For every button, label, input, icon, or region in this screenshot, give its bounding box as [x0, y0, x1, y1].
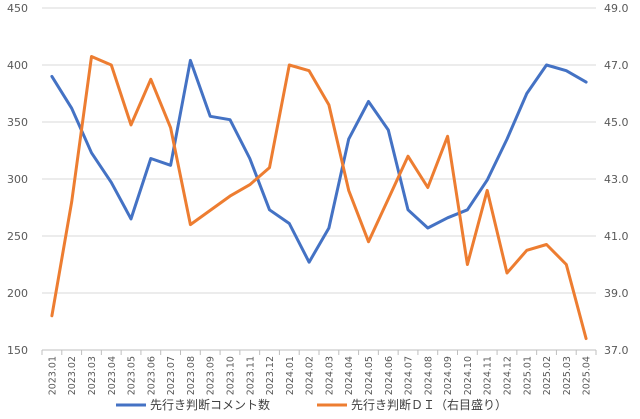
x-tick-label: 2025.02: [542, 356, 553, 395]
x-tick-label: 2023.08: [186, 356, 197, 395]
x-tick-label: 2023.11: [245, 356, 256, 395]
left-tick-label: 200: [7, 287, 28, 300]
left-tick-label: 450: [7, 2, 28, 15]
x-tick-label: 2024.03: [324, 356, 335, 395]
x-tick-label: 2023.03: [87, 356, 98, 395]
x-tick-label: 2024.07: [404, 356, 415, 395]
left-tick-label: 350: [7, 116, 28, 129]
right-tick-label: 43.0: [604, 173, 629, 186]
right-tick-label: 41.0: [604, 230, 629, 243]
legend-label-comments: 先行き判断コメント数: [150, 397, 270, 412]
left-tick-label: 150: [7, 344, 28, 357]
right-tick-label: 39.0: [604, 287, 629, 300]
x-tick-label: 2025.01: [522, 356, 533, 395]
left-axis-ticks: 150 200 250 300 350 400 450: [7, 2, 28, 357]
right-tick-label: 37.0: [604, 344, 629, 357]
series-lines: [50, 55, 588, 341]
x-tick-label: 2023.12: [265, 356, 276, 395]
x-tick-label: 2023.10: [225, 356, 236, 395]
legend-label-di: 先行き判断ＤＩ（右目盛り）: [351, 397, 507, 412]
legend: 先行き判断コメント数 先行き判断ＤＩ（右目盛り）: [116, 397, 507, 412]
left-tick-label: 300: [7, 173, 28, 186]
x-tick-label: 2023.09: [206, 356, 217, 395]
x-tick-label: 2025.04: [582, 356, 593, 395]
left-tick-label: 250: [7, 230, 28, 243]
x-tick-label: 2024.12: [502, 356, 513, 395]
x-tick-label: 2024.08: [423, 356, 434, 395]
gridlines: [42, 7, 596, 351]
x-tick-label: 2024.09: [443, 356, 454, 395]
x-axis-ticks: 2023.01 2023.02 2023.03 2023.04 2023.05 2023.…: [41, 349, 597, 395]
x-tick-label: 2024.10: [463, 356, 474, 395]
x-tick-label: 2024.02: [305, 356, 316, 395]
right-axis-ticks: 37.0 39.0 41.0 43.0 45.0 47.0 49.0: [604, 2, 629, 357]
x-tick-label: 2024.04: [344, 356, 355, 395]
right-tick-label: 45.0: [604, 116, 629, 129]
x-tick-label: 2024.11: [483, 356, 494, 395]
right-tick-label: 49.0: [604, 2, 629, 15]
x-tick-label: 2024.05: [364, 356, 375, 395]
x-tick-label: 2023.06: [146, 356, 157, 395]
x-tick-label: 2023.01: [47, 356, 58, 395]
x-tick-label: 2023.02: [67, 356, 78, 395]
x-tick-label: 2023.05: [127, 356, 138, 395]
left-tick-label: 400: [7, 59, 28, 72]
right-tick-label: 47.0: [604, 59, 629, 72]
x-tick-label: 2023.07: [166, 356, 177, 395]
series-line-di: [50, 55, 588, 341]
x-tick-label: 2024.06: [384, 356, 395, 395]
x-tick-label: 2023.04: [107, 356, 118, 395]
x-tick-label: 2024.01: [285, 356, 296, 395]
series-line-comments: [50, 58, 588, 264]
x-tick-label: 2025.03: [562, 356, 573, 395]
